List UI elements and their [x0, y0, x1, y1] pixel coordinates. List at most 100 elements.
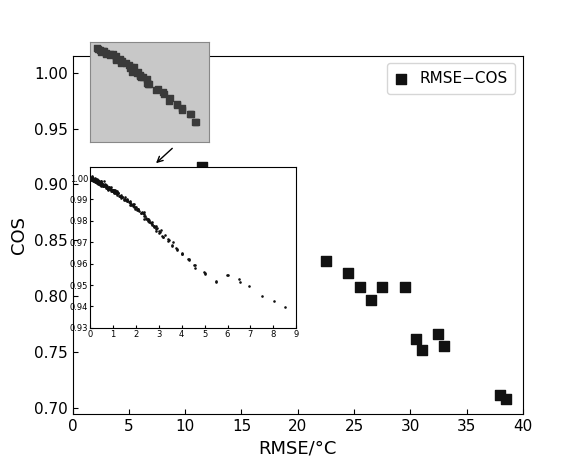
Point: [122, 198, 131, 205]
Point: [117, 57, 126, 65]
Point: [168, 239, 178, 246]
Point: [152, 225, 161, 232]
Point: [155, 227, 164, 235]
Point: [93, 179, 102, 186]
Point: [90, 177, 99, 184]
Point: [127, 68, 137, 75]
Point: [101, 182, 110, 189]
Point: [87, 175, 96, 182]
Point: [158, 89, 167, 96]
Point: [130, 64, 139, 71]
Point: [149, 222, 159, 229]
Point: [136, 209, 145, 217]
X-axis label: RMSE/°C: RMSE/°C: [259, 439, 337, 457]
Point: [109, 186, 118, 193]
Point: [139, 215, 149, 222]
Point: [91, 175, 100, 182]
RMSE−COS: [242, 212, 252, 219]
Point: [92, 178, 102, 185]
Point: [87, 176, 96, 184]
Point: [145, 80, 154, 88]
Point: [103, 185, 113, 193]
Point: [96, 179, 106, 186]
Point: [100, 181, 109, 189]
Point: [88, 173, 97, 181]
Point: [178, 107, 187, 114]
Point: [91, 176, 101, 184]
Point: [178, 105, 187, 112]
Point: [165, 95, 174, 102]
Point: [94, 177, 103, 185]
Point: [137, 73, 146, 81]
Point: [88, 173, 97, 180]
Point: [223, 271, 232, 279]
RMSE−COS: [439, 342, 449, 349]
Point: [112, 189, 121, 196]
Point: [112, 189, 121, 197]
Point: [98, 181, 107, 188]
Point: [112, 57, 121, 64]
Point: [129, 200, 138, 208]
Point: [184, 255, 193, 262]
Point: [92, 176, 101, 184]
Point: [151, 223, 160, 231]
Point: [89, 176, 98, 184]
Point: [133, 206, 142, 213]
Point: [96, 179, 106, 186]
Point: [105, 186, 114, 193]
Point: [120, 195, 130, 203]
Point: [128, 202, 138, 209]
Point: [87, 175, 96, 182]
Point: [171, 245, 181, 252]
Point: [89, 177, 98, 185]
Point: [107, 186, 117, 194]
Point: [135, 72, 145, 79]
Point: [115, 56, 124, 63]
Point: [113, 189, 122, 197]
Point: [117, 58, 126, 65]
RMSE−COS: [411, 335, 421, 343]
Point: [91, 175, 100, 182]
Point: [100, 182, 109, 190]
Point: [96, 48, 105, 55]
Point: [177, 250, 186, 258]
Point: [126, 201, 135, 208]
RMSE−COS: [198, 163, 207, 170]
Point: [92, 178, 101, 185]
Point: [114, 189, 123, 196]
Point: [89, 176, 98, 183]
Point: [88, 177, 98, 185]
Point: [113, 189, 122, 197]
Point: [107, 187, 116, 194]
Point: [120, 196, 130, 203]
Point: [117, 193, 127, 200]
Point: [96, 179, 106, 187]
Point: [280, 303, 289, 310]
Point: [92, 176, 101, 184]
Point: [99, 178, 109, 185]
RMSE−COS: [321, 257, 331, 264]
Point: [92, 177, 101, 184]
Point: [103, 184, 113, 192]
Point: [138, 209, 148, 217]
Point: [91, 178, 101, 185]
Point: [91, 179, 100, 186]
Point: [146, 219, 156, 226]
Point: [144, 80, 153, 88]
Point: [122, 196, 131, 204]
Point: [94, 177, 103, 185]
Point: [100, 47, 109, 54]
Point: [156, 226, 166, 234]
Point: [96, 182, 106, 189]
Point: [94, 179, 103, 186]
Point: [191, 264, 200, 272]
Point: [155, 228, 164, 236]
RMSE−COS: [344, 269, 353, 277]
Point: [191, 261, 200, 269]
Point: [96, 179, 106, 187]
Point: [86, 175, 95, 182]
Point: [95, 179, 104, 186]
Point: [93, 175, 102, 183]
Point: [149, 222, 159, 230]
Point: [106, 186, 116, 193]
